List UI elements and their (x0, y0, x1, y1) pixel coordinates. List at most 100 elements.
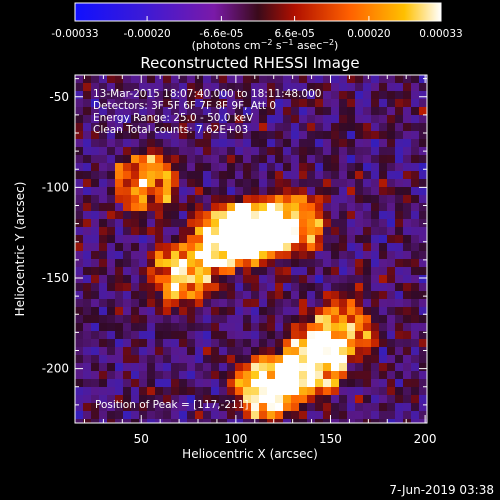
heatmap-cell (123, 99, 131, 107)
heatmap-cell (115, 115, 123, 123)
heatmap-cell (323, 331, 331, 339)
heatmap-cell (211, 243, 219, 251)
heatmap-cell (275, 115, 283, 123)
heatmap-cell (155, 267, 163, 275)
heatmap-cell (139, 171, 147, 179)
heatmap-cell (99, 171, 107, 179)
heatmap-cell (211, 203, 219, 211)
heatmap-cell (347, 147, 355, 155)
heatmap-cell (259, 219, 267, 227)
heatmap-cell (227, 259, 235, 267)
heatmap-cell (131, 307, 139, 315)
info-line-energy: Energy Range: 25.0 - 50.0 keV (93, 112, 254, 124)
heatmap-cell (147, 139, 155, 147)
heatmap-cell (187, 227, 195, 235)
heatmap-cell (275, 235, 283, 243)
heatmap-cell (187, 99, 195, 107)
heatmap-cell (339, 267, 347, 275)
heatmap-cell (363, 179, 371, 187)
heatmap-cell (219, 291, 227, 299)
heatmap-cell (75, 259, 83, 267)
heatmap-cell (187, 219, 195, 227)
heatmap-cell (115, 99, 123, 107)
heatmap-cell (323, 83, 331, 91)
heatmap-cell (419, 219, 427, 227)
heatmap-cell (355, 299, 363, 307)
heatmap-cell (307, 147, 315, 155)
heatmap-cell (187, 411, 195, 419)
heatmap-cell (387, 339, 395, 347)
heatmap-cell (403, 123, 411, 131)
heatmap-cell (243, 195, 251, 203)
heatmap-cell (83, 363, 91, 371)
heatmap-cell (259, 267, 267, 275)
heatmap-cell (227, 131, 235, 139)
heatmap-cell (299, 403, 307, 411)
heatmap-cell (275, 131, 283, 139)
heatmap-cell (195, 411, 203, 419)
heatmap-cell (227, 91, 235, 99)
heatmap-cell (371, 227, 379, 235)
heatmap-cell (219, 251, 227, 259)
heatmap-cell (419, 299, 427, 307)
heatmap-cell (203, 275, 211, 283)
heatmap-cell (91, 187, 99, 195)
heatmap-cell (259, 347, 267, 355)
heatmap-cell (419, 291, 427, 299)
heatmap-cell (419, 91, 427, 99)
heatmap-cell (211, 155, 219, 163)
heatmap-cell (259, 419, 267, 423)
heatmap-cell (131, 203, 139, 211)
heatmap-cell (243, 123, 251, 131)
heatmap-cell (171, 251, 179, 259)
heatmap-cell (307, 323, 315, 331)
heatmap-cell (179, 219, 187, 227)
heatmap-cell (339, 379, 347, 387)
heatmap-cell (291, 419, 299, 423)
heatmap-cell (403, 99, 411, 107)
heatmap-cell (235, 299, 243, 307)
heatmap-cell (323, 251, 331, 259)
heatmap-cell (259, 339, 267, 347)
heatmap-cell (355, 323, 363, 331)
heatmap-cell (283, 155, 291, 163)
heatmap-cell (347, 299, 355, 307)
heatmap-cell (147, 315, 155, 323)
heatmap-cell (99, 403, 107, 411)
heatmap-cell (291, 355, 299, 363)
heatmap-cell (259, 211, 267, 219)
heatmap-cell (395, 115, 403, 123)
heatmap-cell (83, 259, 91, 267)
heatmap-cell (107, 107, 115, 115)
heatmap-cell (235, 171, 243, 179)
heatmap-cell (275, 139, 283, 147)
heatmap-cell (139, 251, 147, 259)
heatmap-cell (179, 267, 187, 275)
heatmap-cell (75, 123, 83, 131)
heatmap-cell (275, 211, 283, 219)
heatmap-cell (243, 323, 251, 331)
heatmap-cell (179, 363, 187, 371)
heatmap-cell (91, 299, 99, 307)
heatmap-cell (323, 291, 331, 299)
heatmap-cell (227, 235, 235, 243)
heatmap-cell (83, 355, 91, 363)
heatmap-cell (339, 291, 347, 299)
heatmap-cell (275, 363, 283, 371)
heatmap-cell (123, 115, 131, 123)
heatmap-cell (379, 155, 387, 163)
heatmap-cell (139, 371, 147, 379)
heatmap-cell (411, 403, 419, 411)
heatmap-cell (267, 195, 275, 203)
heatmap-cell (75, 219, 83, 227)
heatmap-cell (363, 115, 371, 123)
heatmap-cell (123, 387, 131, 395)
heatmap-cell (243, 163, 251, 171)
heatmap-cell (123, 219, 131, 227)
heatmap-cell (259, 283, 267, 291)
heatmap-cell (259, 227, 267, 235)
heatmap-cell (291, 227, 299, 235)
heatmap-cell (211, 291, 219, 299)
heatmap-cell (147, 187, 155, 195)
heatmap-cell (243, 251, 251, 259)
